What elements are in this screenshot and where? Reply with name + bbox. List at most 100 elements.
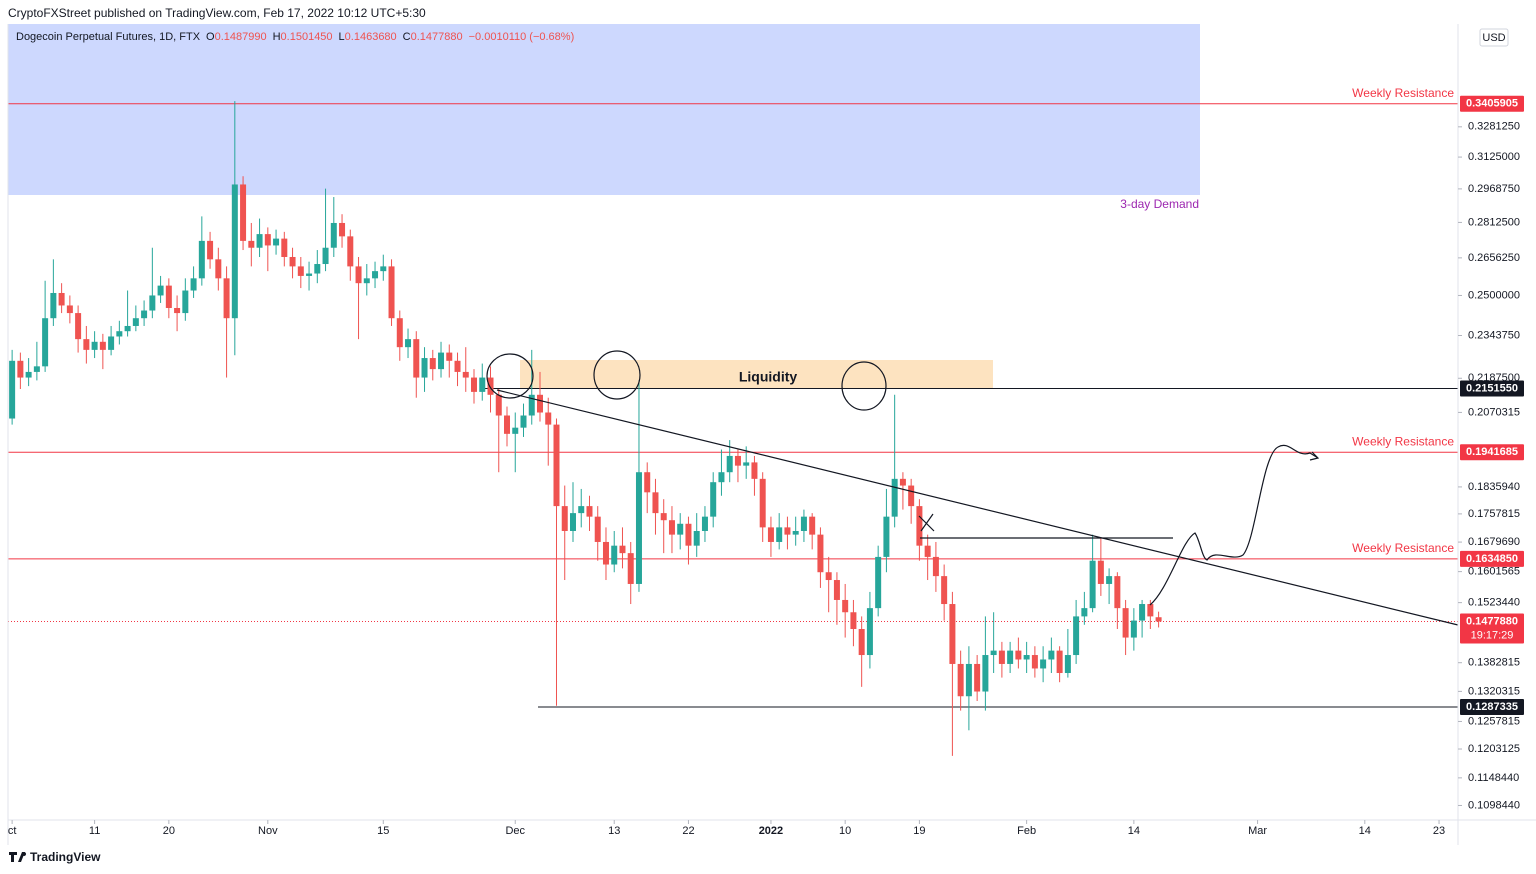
candle-body <box>380 266 387 272</box>
logo <box>9 852 27 862</box>
x-tick-label: 11 <box>89 825 100 837</box>
candle-body <box>553 424 560 507</box>
candle-body <box>578 506 585 514</box>
price-label-bg <box>1460 613 1524 644</box>
candle-body <box>693 530 700 546</box>
x-tick-label: Dec <box>505 825 525 837</box>
price-label-bg <box>1460 444 1524 461</box>
legend-value: 0.1487990 <box>215 31 267 43</box>
candles <box>9 101 1162 756</box>
legend-key: H <box>273 31 281 43</box>
candle-body <box>594 516 601 542</box>
candle-body <box>116 331 123 337</box>
candle-body <box>545 412 552 425</box>
candle-body <box>875 556 882 609</box>
candle-body <box>124 325 131 332</box>
candle-body <box>58 292 65 306</box>
candle-body <box>561 506 568 531</box>
candle-body <box>396 318 403 348</box>
candle-body <box>405 339 412 348</box>
candle-body <box>297 266 304 276</box>
candle-body <box>198 240 205 279</box>
candle-body <box>528 394 535 416</box>
annotations: Liquidity 3-day Demand <box>739 197 1199 385</box>
footer-brand: TradingView <box>30 850 101 864</box>
candle-body <box>817 534 824 573</box>
candle-body <box>792 530 799 535</box>
legend-value: 0.1463680 <box>345 31 397 43</box>
y-tick-label: 0.2070315 <box>1468 406 1520 418</box>
x-tick-label: 13 <box>608 825 620 837</box>
candle-body <box>83 339 90 350</box>
candle-body <box>363 278 370 284</box>
candle-body <box>883 516 890 557</box>
y-tick-label: 0.1203125 <box>1468 743 1520 755</box>
x-tick-label: 20 <box>163 825 175 837</box>
annotation: 3-day Demand <box>1120 197 1199 211</box>
candle-body <box>66 305 73 314</box>
candle-body <box>388 266 395 319</box>
drawings <box>486 350 1459 626</box>
y-tick-label: 0.1523440 <box>1468 597 1520 609</box>
candle-body <box>479 377 486 392</box>
y-tick-label: 0.1679690 <box>1468 536 1520 548</box>
currency-badge[interactable] <box>1479 28 1509 47</box>
candle-body <box>627 553 634 584</box>
y-tick-label: 0.2343750 <box>1468 329 1520 341</box>
candle-body <box>429 358 436 370</box>
candle-body <box>619 545 626 554</box>
footer: TradingView <box>9 850 101 864</box>
drawings-back <box>8 24 1200 389</box>
candle-body <box>99 341 106 350</box>
y-tick-label: 0.1257815 <box>1468 715 1520 727</box>
y-tick-label: 0.3281250 <box>1468 121 1520 133</box>
level-note: Weekly Resistance <box>1352 86 1454 100</box>
candle-body <box>1015 650 1022 660</box>
x-tick-label: Nov <box>258 825 278 837</box>
candle-body <box>1048 650 1055 660</box>
x-mark <box>918 513 935 532</box>
candle-body <box>776 527 783 542</box>
candle-body <box>9 360 16 419</box>
candle-body <box>149 295 156 311</box>
candle-body <box>413 339 420 378</box>
candle-body <box>495 394 502 416</box>
candle-body <box>421 358 428 378</box>
candle-body <box>25 371 32 378</box>
candle-body <box>355 266 362 284</box>
candle-body <box>231 184 238 319</box>
x-tick-label: ct <box>8 825 17 837</box>
x-tick-label: 10 <box>839 825 851 837</box>
y-tick-label: 0.1601565 <box>1468 566 1520 578</box>
candle-body <box>536 394 543 413</box>
candle-body <box>701 516 708 531</box>
y-tick-label: 0.2968750 <box>1468 183 1520 195</box>
candle-body <box>1139 604 1146 621</box>
candle-body <box>1147 604 1154 617</box>
legend-change: −0.0010110 (−0.68%) <box>469 31 575 43</box>
candle-body <box>652 492 659 514</box>
candle-body <box>273 238 280 246</box>
candle-body <box>471 377 478 392</box>
candle-body <box>825 572 832 581</box>
price-label: 0.1477880 <box>1466 615 1518 627</box>
candle-body <box>306 273 313 276</box>
price-label: 0.1634850 <box>1466 553 1518 565</box>
y-tick-label: 0.1320315 <box>1468 685 1520 697</box>
candle-body <box>174 307 181 314</box>
candle-body <box>858 629 865 656</box>
currency[interactable]: USD <box>1482 32 1505 44</box>
candle-body <box>512 427 519 434</box>
x-tick-label: 19 <box>913 825 925 837</box>
candle-body <box>586 506 593 517</box>
candle-body <box>726 455 733 473</box>
price-label: 0.1287335 <box>1466 701 1518 713</box>
y-tick-label: 0.1835940 <box>1468 481 1520 493</box>
candle-body <box>974 663 981 692</box>
candle-body <box>165 285 172 308</box>
price-label: 0.2151550 <box>1466 382 1518 394</box>
candle-body <box>866 608 873 656</box>
x-tick-label: Mar <box>1248 825 1267 837</box>
candle-body <box>108 336 115 350</box>
